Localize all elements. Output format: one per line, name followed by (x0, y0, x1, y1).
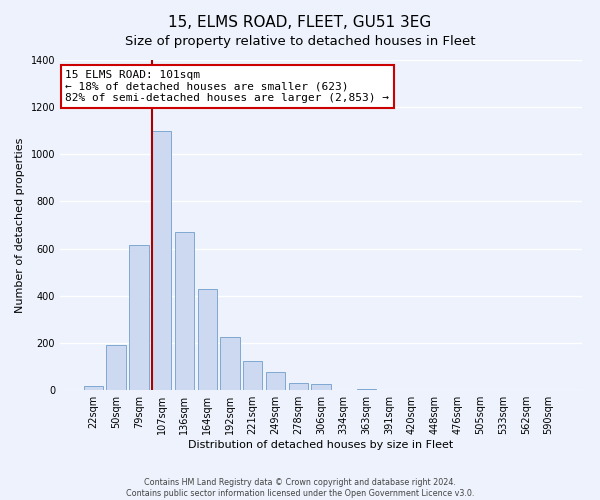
Bar (84, 386, 103, 390)
Bar (129, 245, 149, 390)
Bar (311, 384, 331, 390)
X-axis label: Distribution of detached houses by size in Fleet: Distribution of detached houses by size … (188, 440, 454, 450)
Bar (289, 383, 308, 390)
Bar (197, 288, 217, 390)
Y-axis label: Number of detached properties: Number of detached properties (15, 138, 25, 312)
Bar (266, 372, 285, 390)
Bar (175, 232, 194, 390)
Bar (152, 130, 172, 390)
Text: Size of property relative to detached houses in Fleet: Size of property relative to detached ho… (125, 35, 475, 48)
Text: 15, ELMS ROAD, FLEET, GU51 3EG: 15, ELMS ROAD, FLEET, GU51 3EG (169, 15, 431, 30)
Text: 15 ELMS ROAD: 101sqm
← 18% of detached houses are smaller (623)
82% of semi-deta: 15 ELMS ROAD: 101sqm ← 18% of detached h… (65, 70, 389, 103)
Bar (357, 389, 376, 390)
Text: Contains HM Land Registry data © Crown copyright and database right 2024.
Contai: Contains HM Land Registry data © Crown c… (126, 478, 474, 498)
Bar (106, 345, 126, 390)
Bar (243, 360, 262, 390)
Bar (220, 337, 239, 390)
